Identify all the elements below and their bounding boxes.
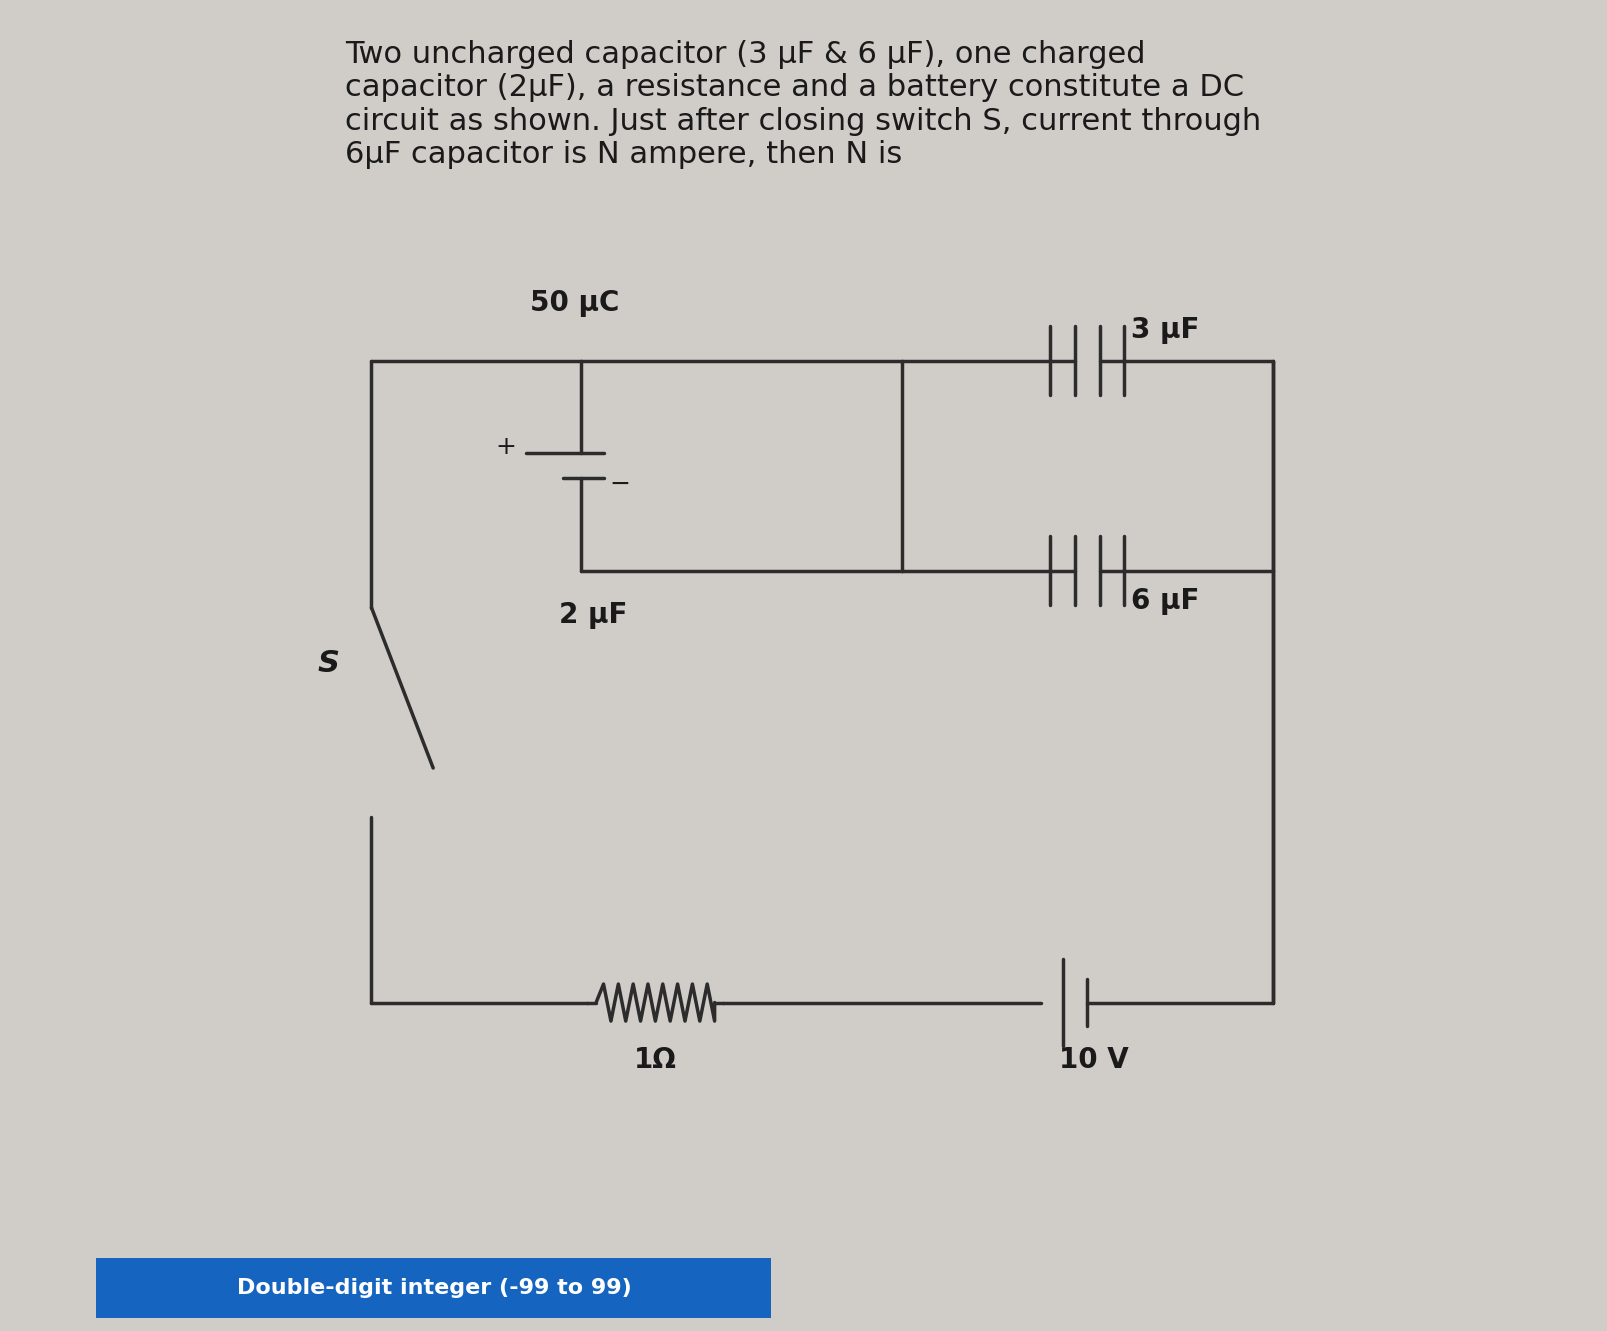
Text: Two uncharged capacitor (3 μF & 6 μF), one charged
capacitor (2μF), a resistance: Two uncharged capacitor (3 μF & 6 μF), o… <box>346 40 1261 169</box>
Text: S: S <box>317 648 339 677</box>
Text: 6 μF: 6 μF <box>1131 587 1199 615</box>
FancyBboxPatch shape <box>63 1255 805 1320</box>
Text: −: − <box>609 473 630 496</box>
Text: 50 μC: 50 μC <box>530 289 620 317</box>
Text: +: + <box>495 435 516 459</box>
Text: 1Ω: 1Ω <box>633 1046 677 1074</box>
Text: 3 μF: 3 μF <box>1131 315 1199 343</box>
Text: Double-digit integer (-99 to 99): Double-digit integer (-99 to 99) <box>236 1278 632 1298</box>
Text: 10 V: 10 V <box>1059 1046 1128 1074</box>
Text: 2 μF: 2 μF <box>559 602 628 630</box>
